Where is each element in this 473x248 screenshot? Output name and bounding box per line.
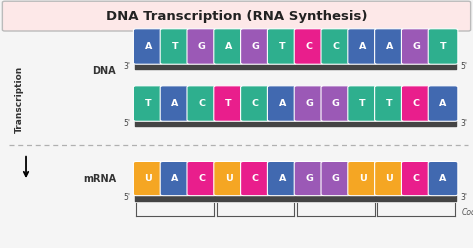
Text: 5': 5' (123, 119, 130, 128)
FancyBboxPatch shape (160, 161, 190, 196)
Text: G: G (305, 99, 313, 108)
FancyBboxPatch shape (428, 29, 458, 64)
Text: C: C (306, 42, 313, 51)
FancyBboxPatch shape (133, 161, 163, 196)
FancyBboxPatch shape (321, 161, 350, 196)
Text: U: U (359, 174, 367, 183)
FancyBboxPatch shape (187, 29, 217, 64)
FancyBboxPatch shape (375, 86, 404, 121)
FancyBboxPatch shape (160, 29, 190, 64)
Text: 3': 3' (460, 193, 467, 202)
Text: U: U (144, 174, 152, 183)
Text: T: T (145, 99, 151, 108)
Text: T: T (359, 99, 366, 108)
Text: C: C (333, 42, 339, 51)
Text: G: G (252, 42, 259, 51)
FancyBboxPatch shape (160, 86, 190, 121)
FancyBboxPatch shape (428, 161, 458, 196)
FancyBboxPatch shape (294, 86, 324, 121)
Text: A: A (439, 99, 447, 108)
Text: U: U (225, 174, 233, 183)
FancyBboxPatch shape (321, 29, 350, 64)
FancyBboxPatch shape (133, 29, 163, 64)
FancyBboxPatch shape (348, 86, 377, 121)
Text: G: G (412, 42, 420, 51)
Text: C: C (252, 99, 259, 108)
FancyBboxPatch shape (375, 29, 404, 64)
Text: C: C (198, 174, 205, 183)
Text: T: T (386, 99, 393, 108)
FancyBboxPatch shape (267, 86, 297, 121)
Text: 3': 3' (460, 119, 467, 128)
Text: DNA: DNA (92, 66, 116, 76)
Text: T: T (279, 42, 286, 51)
FancyBboxPatch shape (402, 161, 431, 196)
Text: C: C (252, 174, 259, 183)
FancyBboxPatch shape (294, 29, 324, 64)
FancyBboxPatch shape (187, 86, 217, 121)
Text: DNA Transcription (RNA Synthesis): DNA Transcription (RNA Synthesis) (106, 10, 367, 23)
FancyBboxPatch shape (348, 161, 377, 196)
FancyBboxPatch shape (348, 29, 377, 64)
Text: G: G (332, 99, 340, 108)
FancyBboxPatch shape (241, 29, 270, 64)
FancyBboxPatch shape (2, 1, 471, 31)
Text: Codons: Codons (462, 208, 473, 217)
Text: A: A (359, 42, 366, 51)
FancyBboxPatch shape (375, 161, 404, 196)
Text: C: C (413, 174, 420, 183)
Text: A: A (171, 174, 179, 183)
Text: 5': 5' (460, 62, 467, 71)
FancyBboxPatch shape (241, 161, 270, 196)
FancyBboxPatch shape (294, 161, 324, 196)
Text: A: A (171, 99, 179, 108)
FancyBboxPatch shape (321, 86, 350, 121)
Text: U: U (385, 174, 394, 183)
Text: C: C (198, 99, 205, 108)
Text: A: A (386, 42, 393, 51)
FancyBboxPatch shape (428, 86, 458, 121)
Text: C: C (413, 99, 420, 108)
FancyBboxPatch shape (214, 86, 244, 121)
FancyBboxPatch shape (241, 86, 270, 121)
FancyBboxPatch shape (187, 161, 217, 196)
FancyBboxPatch shape (267, 29, 297, 64)
FancyBboxPatch shape (214, 29, 244, 64)
Text: A: A (279, 174, 286, 183)
Text: A: A (439, 174, 447, 183)
FancyBboxPatch shape (133, 86, 163, 121)
Text: T: T (440, 42, 447, 51)
Text: Transcription: Transcription (14, 66, 24, 133)
Text: mRNA: mRNA (83, 174, 116, 184)
Text: G: G (332, 174, 340, 183)
Text: G: G (198, 42, 206, 51)
FancyBboxPatch shape (402, 29, 431, 64)
Text: 3': 3' (123, 62, 130, 71)
Text: G: G (305, 174, 313, 183)
Text: T: T (225, 99, 232, 108)
Text: A: A (145, 42, 152, 51)
Text: 5': 5' (123, 193, 130, 202)
FancyBboxPatch shape (214, 161, 244, 196)
Text: A: A (225, 42, 232, 51)
Text: A: A (279, 99, 286, 108)
FancyBboxPatch shape (402, 86, 431, 121)
FancyBboxPatch shape (267, 161, 297, 196)
Text: T: T (172, 42, 178, 51)
